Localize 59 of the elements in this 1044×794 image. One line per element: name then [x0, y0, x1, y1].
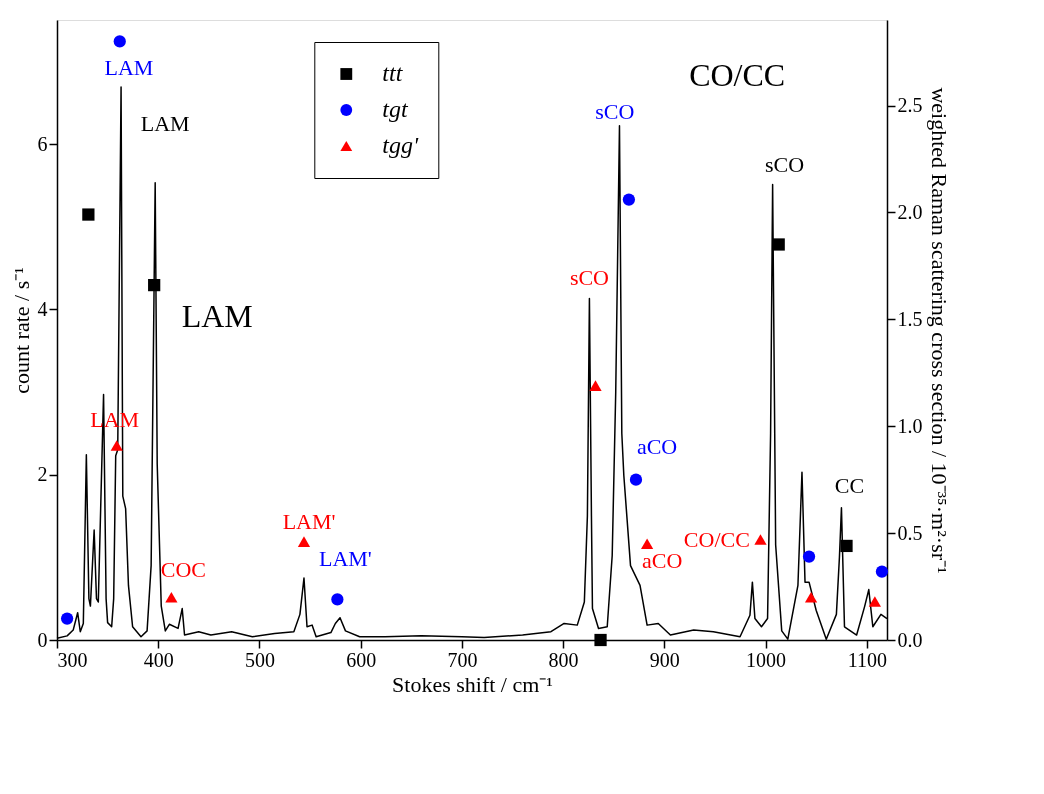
x-tick-label: 1000 [746, 648, 787, 671]
annotation: LAM [140, 110, 190, 136]
legend-label: tgt [382, 96, 409, 122]
y2-tick-label: 2.5 [897, 94, 923, 117]
annotation: LAM [104, 54, 154, 80]
y-tick-label: 0 [37, 628, 48, 651]
annotation: sCO [595, 98, 635, 124]
point [840, 539, 853, 553]
annotation: sCO [765, 151, 805, 177]
point [629, 473, 643, 486]
point [640, 538, 654, 550]
y2-axis-title: weighted Raman scattering cross section / 10⁻³⁵·m²·sr⁻¹ [926, 87, 952, 574]
point [297, 536, 311, 547]
x-tick-label: 500 [244, 648, 275, 671]
y-tick-label: 6 [37, 132, 48, 155]
point [868, 596, 881, 607]
y-tick-label: 2 [37, 463, 48, 486]
x-tick-label: 1100 [847, 648, 887, 671]
point [589, 380, 602, 391]
point [331, 593, 344, 606]
point [110, 440, 123, 451]
point [113, 35, 126, 48]
x-tick-label: 900 [649, 648, 680, 671]
annotation: COC [160, 557, 206, 583]
point [594, 633, 607, 647]
y2-tick-label: 0.0 [897, 628, 923, 651]
point [802, 550, 816, 563]
annotation: aCO [636, 434, 678, 460]
point [61, 612, 74, 625]
point [754, 534, 767, 545]
point [772, 238, 785, 251]
point [165, 591, 178, 603]
point [148, 278, 161, 292]
y2-tick-label: 1.0 [897, 414, 923, 437]
x-tick-label: 600 [346, 648, 377, 671]
point [622, 193, 636, 206]
annotation: LAM [181, 297, 253, 334]
y2-tick-label: 1.5 [897, 307, 923, 330]
y2-tick-label: 0.5 [897, 521, 923, 544]
x-tick-label: 400 [143, 648, 174, 671]
point [875, 565, 889, 578]
legend-label: tgg' [382, 132, 419, 158]
annotation: CO/CC [683, 527, 750, 553]
y-axis-title: count rate / s⁻¹ [8, 267, 34, 394]
annotation: sCO [569, 264, 610, 290]
annotation: LAM' [318, 546, 372, 572]
x-tick-label: 800 [548, 648, 579, 671]
annotation: CO/CC [689, 57, 786, 94]
x-tick-label: 700 [447, 648, 478, 671]
annotation: LAM' [282, 508, 336, 534]
point [82, 208, 95, 221]
x-axis-title: Stokes shift / cm⁻¹ [392, 671, 553, 697]
point [804, 591, 818, 603]
y-tick-label: 4 [37, 297, 48, 320]
x-tick-label: 300 [57, 648, 88, 671]
annotation: aCO [641, 547, 683, 573]
y2-tick-label: 2.0 [897, 200, 923, 223]
legend-label: ttt [382, 60, 404, 86]
annotation: CC [834, 472, 865, 498]
